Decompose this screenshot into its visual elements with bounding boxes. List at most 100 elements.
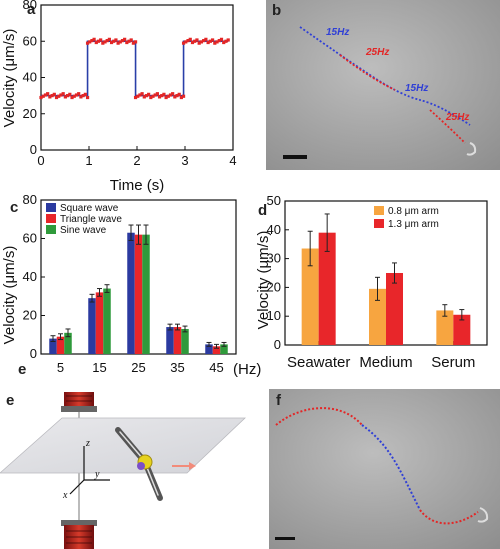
panel-c: c 0 20 40 60 80 5 15 25 35 45 Square waveTriangle…: [1, 192, 261, 378]
panel-a-y-axis-label: Velocity (μm/s): [1, 29, 18, 128]
data-marker: [188, 37, 192, 41]
data-marker: [184, 40, 188, 44]
data-marker: [77, 92, 81, 96]
panel-d-label: d: [258, 202, 267, 219]
panel-e-label: e: [6, 392, 14, 409]
legend-swatch: [46, 203, 56, 212]
data-marker: [131, 41, 135, 45]
legend-label: 0.8 μm arm: [388, 206, 439, 217]
micrograph-label-25hz-2: 25Hz: [445, 112, 469, 123]
svg-text:z: z: [85, 438, 90, 449]
y-tick-label: 20: [23, 308, 37, 323]
data-marker: [186, 39, 190, 43]
data-marker: [179, 95, 183, 100]
y-tick-label: 40: [23, 269, 37, 284]
data-marker: [208, 39, 212, 43]
data-marker: [48, 95, 52, 99]
bar: [181, 328, 189, 354]
trajectory-25hz-segment-2: [429, 109, 466, 144]
legend-label: Square wave: [60, 203, 119, 214]
x-tick-label: 1: [85, 153, 92, 168]
y-tick-label: 80: [23, 192, 37, 207]
data-marker: [217, 39, 221, 43]
micrograph-b-background: [266, 0, 500, 170]
data-marker: [190, 40, 195, 45]
bar: [103, 288, 111, 354]
data-marker: [54, 95, 59, 100]
bar: [64, 332, 72, 354]
x-tick-label: 3: [181, 153, 188, 168]
data-marker: [66, 94, 70, 98]
data-marker: [199, 40, 204, 44]
panel-c-y-axis-label: Velocity (μm/s): [1, 246, 18, 345]
y-tick-label: 20: [267, 279, 281, 294]
data-marker: [142, 95, 146, 99]
data-marker: [114, 38, 118, 42]
category-label: Serum: [431, 354, 475, 371]
panel-f-micrograph: f: [269, 389, 500, 549]
data-marker: [125, 40, 129, 45]
data-marker: [173, 95, 177, 99]
data-marker: [155, 92, 159, 96]
data-marker: [72, 94, 76, 98]
data-marker: [118, 40, 122, 44]
data-marker: [103, 40, 107, 44]
bar: [220, 344, 228, 354]
panel-a-frame: [40, 4, 234, 151]
y-tick-label: 60: [23, 33, 37, 48]
legend-swatch: [374, 206, 384, 215]
legend-label: Sine wave: [60, 225, 107, 236]
data-marker: [112, 39, 116, 43]
svg-text:x: x: [62, 490, 68, 501]
y-tick-label: 30: [267, 251, 281, 266]
bar: [95, 292, 104, 354]
legend-label: 1.3 μm arm: [388, 219, 439, 230]
data-marker: [197, 41, 201, 45]
category-label: 35: [170, 360, 184, 375]
data-marker: [129, 38, 133, 42]
data-marker: [81, 94, 85, 98]
data-marker: [101, 41, 105, 45]
velocity-step-line: [41, 40, 229, 97]
y-tick-label: 60: [23, 231, 37, 246]
data-marker: [160, 94, 164, 98]
category-label: Seawater: [287, 354, 350, 371]
data-marker: [61, 92, 65, 96]
micrograph-label-15hz-2: 15Hz: [405, 83, 428, 94]
y-tick-label: 10: [267, 308, 281, 323]
bar: [205, 344, 213, 354]
panel-e-schematic: e z y x: [0, 392, 247, 549]
data-marker: [50, 94, 54, 98]
x-tick-label: 2: [133, 153, 140, 168]
data-marker: [96, 39, 101, 43]
category-label: 45: [209, 360, 223, 375]
data-marker: [109, 40, 114, 45]
data-marker: [166, 94, 170, 98]
bottom-coil-icon: [61, 520, 97, 549]
data-marker: [202, 39, 206, 43]
svg-text:y: y: [94, 469, 100, 480]
data-marker: [226, 38, 230, 42]
micrograph-label-25hz: 25Hz: [365, 47, 389, 58]
data-marker: [94, 40, 98, 45]
data-marker: [213, 41, 217, 45]
panel-c-label: c: [10, 199, 18, 216]
data-marker: [210, 38, 215, 42]
bar: [88, 298, 96, 354]
scale-bar: [283, 155, 307, 159]
y-tick-label: 80: [23, 0, 37, 12]
bar: [49, 338, 57, 354]
bar: [212, 346, 221, 354]
data-marker: [133, 40, 138, 44]
data-marker: [181, 94, 186, 98]
data-marker: [74, 93, 79, 97]
bar: [56, 336, 65, 354]
panel-d-y-axis-label: Velocity (μm/s): [255, 231, 272, 330]
coordinate-axes: z y x: [62, 438, 110, 501]
legend-label: Triangle wave: [60, 214, 122, 225]
panel-a-label: a: [27, 1, 36, 18]
data-marker: [204, 37, 208, 41]
data-marker: [168, 93, 173, 97]
motion-arrowhead-icon: [189, 462, 196, 470]
